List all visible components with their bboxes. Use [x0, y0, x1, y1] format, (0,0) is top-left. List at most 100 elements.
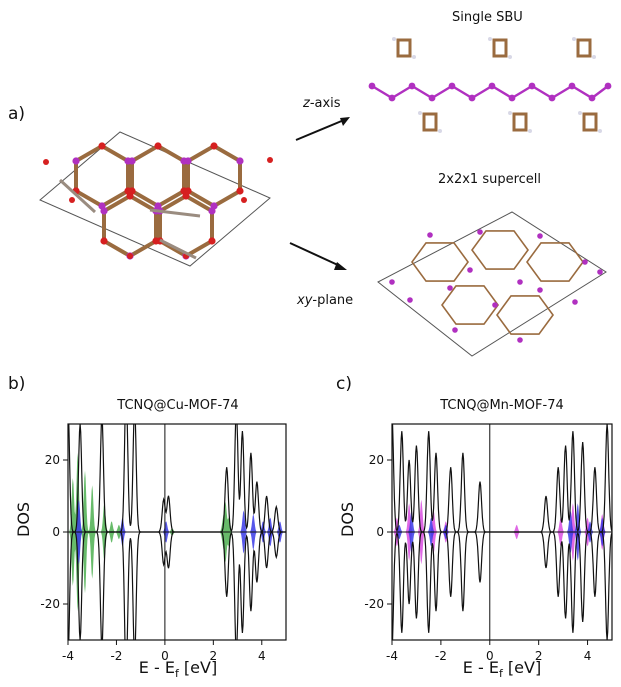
supercell-metal-atom	[427, 232, 433, 238]
panel-a-letter: a)	[8, 104, 26, 124]
sbu-metal-atom	[528, 82, 536, 90]
x-tick-label: -4	[62, 649, 74, 663]
sbu-hydrogen-atom	[508, 111, 512, 115]
x-tick-label: 2	[535, 649, 543, 663]
x-tick-label: 0	[486, 649, 494, 663]
sbu-metal-atom	[508, 94, 516, 102]
supercell-metal-atom	[537, 233, 543, 239]
x-tick-label: 0	[161, 649, 169, 663]
x-tick-label: 2	[210, 649, 218, 663]
mof-oxygen-atom	[211, 143, 217, 149]
mof-oxygen-atom	[155, 143, 161, 149]
z-axis-arrow-line	[295, 119, 345, 141]
supercell-ring	[526, 242, 584, 282]
supercell-ring	[471, 230, 529, 270]
z-axis-label-rest: -axis	[309, 96, 341, 111]
sbu-hydrogen-atom	[488, 37, 492, 41]
sbu-linker	[576, 38, 592, 58]
sbu-hydrogen-atom	[572, 37, 576, 41]
supercell-ring	[411, 242, 469, 282]
sbu-hydrogen-atom	[438, 129, 442, 133]
sbu-metal-atom	[488, 82, 496, 90]
sbu-linker	[492, 38, 508, 58]
sbu-metal-atom	[368, 82, 376, 90]
supercell-metal-atom	[467, 267, 473, 273]
panel-b-letter: b)	[8, 374, 26, 394]
x-tick-label: 4	[584, 649, 592, 663]
mof-atom	[208, 237, 216, 245]
tcnq-guest-molecule	[58, 178, 97, 214]
mof-atom	[72, 157, 80, 165]
xy-plane-arrow-line	[289, 242, 341, 267]
mof-atom	[100, 237, 108, 245]
sbu-metal-atom	[408, 82, 416, 90]
z-axis-label-italic: z	[303, 96, 310, 111]
sbu-hydrogen-atom	[592, 55, 596, 59]
sbu-metal-atom	[428, 94, 436, 102]
xy-plane-label: xy-plane	[297, 293, 353, 308]
sbu-linker	[422, 112, 438, 132]
mof-atom	[100, 207, 108, 215]
x-tick-label: -2	[110, 649, 122, 663]
sbu-linker	[512, 112, 528, 132]
tcnq-guest-molecule	[159, 238, 197, 260]
x-tick-label: -4	[386, 649, 398, 663]
y-tick-label: -20	[40, 597, 60, 611]
mof-atom	[236, 157, 244, 165]
mof-oxygen-atom	[127, 253, 133, 259]
supercell-metal-atom	[407, 297, 413, 303]
sbu-metal-atom	[604, 82, 612, 90]
supercell-metal-atom	[389, 279, 395, 285]
sbu-hydrogen-atom	[392, 37, 396, 41]
supercell-metal-atom	[492, 302, 498, 308]
tcnq-guest-molecule	[149, 208, 201, 218]
z-axis-label: z-axis	[303, 96, 341, 111]
sbu-metal-atom	[568, 82, 576, 90]
supercell-metal-atom	[537, 287, 543, 293]
mof-oxygen-atom	[241, 197, 247, 203]
sbu-hydrogen-atom	[508, 55, 512, 59]
mof-atom	[128, 157, 136, 165]
z-axis-arrow-head	[340, 117, 350, 126]
y-tick-label: -20	[364, 597, 384, 611]
chart-b-xlabel: E - Ef [eV]	[138, 658, 218, 681]
y-tick-label: 20	[369, 453, 384, 467]
unit-cell-outline	[39, 131, 271, 267]
supercell-metal-atom	[582, 259, 588, 265]
sbu-metal-atom	[388, 94, 396, 102]
mof-oxygen-atom	[267, 157, 273, 163]
supercell-metal-atom	[572, 299, 578, 305]
mof-oxygen-atom	[43, 159, 49, 165]
xy-plane-label-rest: -plane	[312, 293, 354, 308]
sbu-hydrogen-atom	[412, 55, 416, 59]
chart-b-title: TCNQ@Cu-MOF-74	[117, 398, 239, 413]
xy-plane-arrow-head	[334, 262, 347, 270]
single-sbu-title: Single SBU	[452, 10, 523, 25]
y-tick-label: 0	[52, 525, 60, 539]
mof-atom	[208, 207, 216, 215]
chart-c-xlabel: E - Ef [eV]	[462, 658, 542, 681]
panel-c-letter: c)	[336, 374, 352, 394]
sbu-linker	[582, 112, 598, 132]
sbu-metal-atom	[588, 94, 596, 102]
supercell-metal-atom	[517, 337, 523, 343]
sbu-hydrogen-atom	[578, 111, 582, 115]
supercell-metal-atom	[517, 279, 523, 285]
x-tick-label: 4	[258, 649, 266, 663]
y-tick-label: 0	[376, 525, 384, 539]
supercell-metal-atom	[452, 327, 458, 333]
supercell-outline	[377, 211, 607, 357]
mof-atom	[236, 187, 244, 195]
supercell-ring	[496, 295, 554, 335]
sbu-metal-atom	[448, 82, 456, 90]
mof-oxygen-atom	[99, 143, 105, 149]
y-tick-label: 20	[45, 453, 60, 467]
supercell-metal-atom	[477, 229, 483, 235]
supercell-metal-atom	[597, 269, 603, 275]
mof-oxygen-atom	[69, 197, 75, 203]
sbu-hydrogen-atom	[598, 129, 602, 133]
supercell-ring	[441, 285, 499, 325]
sbu-metal-atom	[468, 94, 476, 102]
supercell-title: 2x2x1 supercell	[438, 172, 542, 187]
